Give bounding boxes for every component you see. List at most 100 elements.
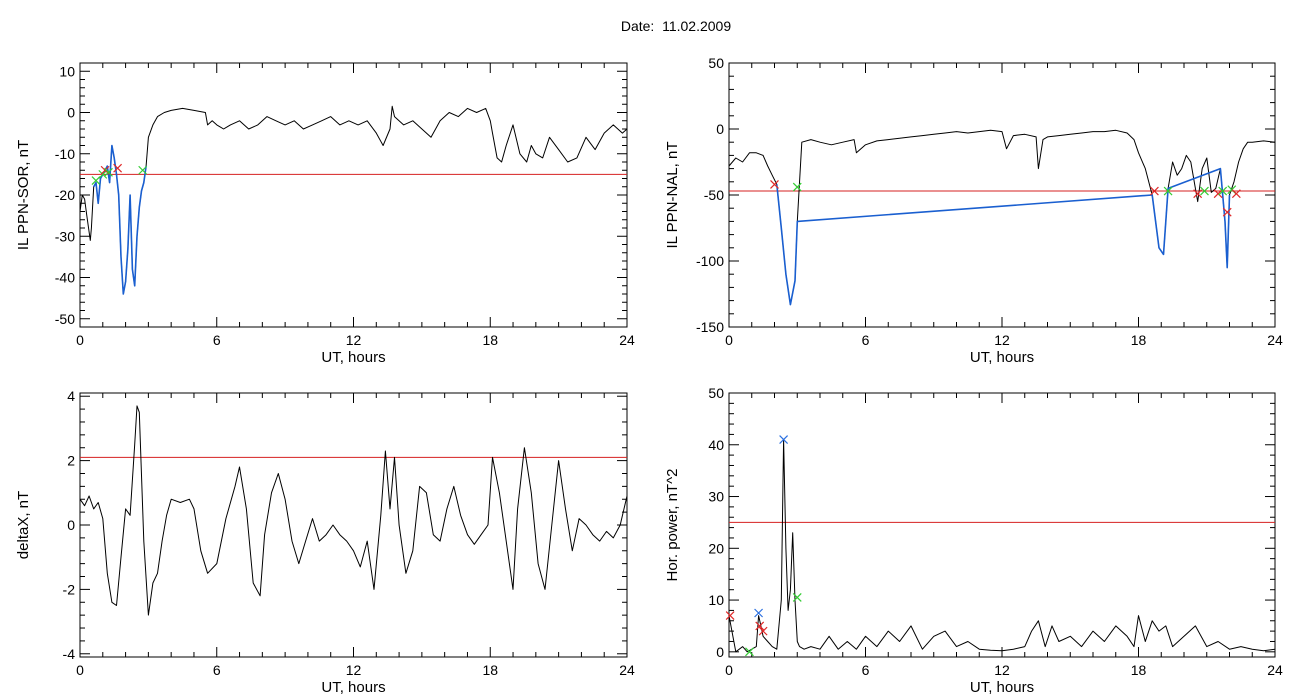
y-tick-label: 4 (67, 388, 75, 404)
x-axis-label: UT, hours (321, 349, 385, 366)
y-tick-label: 10 (708, 592, 724, 608)
marker-green (104, 167, 113, 177)
marker-stroke (754, 608, 763, 618)
marker-stroke (138, 165, 148, 175)
marker-red (113, 163, 123, 173)
y-tick-label: 50 (708, 385, 724, 401)
marker-stroke (725, 611, 735, 621)
page-title: Date: 11.02.2009 (620, 18, 732, 34)
x-tick-label: 18 (1131, 332, 1147, 348)
marker-green (792, 182, 802, 192)
plot-frame (79, 62, 628, 328)
marker-stroke (770, 180, 779, 189)
x-tick-label: 12 (346, 662, 362, 678)
x-tick-label: 12 (994, 332, 1010, 348)
y-axis-label: IL PPN-SOR, nT (15, 140, 32, 250)
marker-stroke (104, 167, 113, 177)
marker-stroke (1213, 189, 1223, 199)
x-axis-label: UT, hours (321, 679, 385, 696)
x-tick-label: 24 (1267, 332, 1283, 348)
marker-green (1163, 186, 1173, 196)
y-tick-label: 30 (708, 489, 724, 505)
series-line (79, 405, 628, 616)
y-tick-label: -50 (704, 187, 724, 203)
y-tick-label: 0 (716, 121, 724, 137)
x-tick-label: 24 (1267, 662, 1283, 678)
x-tick-label: 18 (1131, 662, 1147, 678)
highlight-series-line (92, 144, 147, 295)
y-tick-label: 10 (59, 63, 75, 79)
marker-stroke (1218, 186, 1228, 196)
y-tick-label: -10 (55, 146, 75, 162)
x-tick-label: 6 (213, 332, 221, 348)
series-line (728, 129, 1276, 306)
marker-stroke (1222, 207, 1232, 217)
x-tick-label: 12 (994, 662, 1010, 678)
marker-stroke (98, 169, 108, 179)
marker-stroke (1163, 186, 1173, 196)
y-tick-label: 0 (67, 517, 75, 533)
marker-red (758, 626, 768, 636)
marker-green (792, 593, 802, 602)
marker-red (770, 180, 779, 189)
x-tick-label: 24 (619, 332, 635, 348)
y-tick-label: -2 (63, 581, 76, 597)
y-tick-label: 2 (67, 453, 75, 469)
highlight-series-line (776, 167, 1231, 306)
x-axis-label: UT, hours (970, 349, 1034, 366)
marker-stroke (1200, 186, 1209, 196)
chart-panel-1: 0 6 12 18 24 -50 -40 -30 -20 -10 0 10 UT, hours IL PP… (15, 62, 635, 366)
y-tick-label: 0 (716, 644, 724, 660)
marker-green (98, 169, 108, 179)
marker-green (1200, 186, 1209, 196)
y-tick-label: -4 (63, 646, 76, 662)
y-tick-label: -50 (55, 311, 75, 327)
x-tick-label: 6 (862, 332, 870, 348)
chart-panel-4: 0 6 12 18 24 0 10 20 30 40 50 UT, hours Hor. power, … (664, 385, 1283, 696)
marker-stroke (1193, 189, 1203, 199)
marker-blue (779, 435, 789, 445)
x-tick-label: 0 (725, 332, 733, 348)
marker-blue (754, 608, 763, 618)
y-tick-label: -100 (696, 253, 724, 269)
x-tick-label: 0 (76, 332, 84, 348)
y-tick-label: -20 (55, 187, 75, 203)
y-tick-label: 40 (708, 437, 724, 453)
marker-stroke (1150, 186, 1159, 196)
x-axis-label: UT, hours (970, 679, 1034, 696)
y-tick-label: 20 (708, 540, 724, 556)
x-tick-label: 0 (76, 662, 84, 678)
marker-red (725, 611, 735, 621)
y-axis-label: deltaX, nT (15, 491, 32, 559)
x-tick-label: 18 (482, 662, 498, 678)
marker-red (755, 621, 765, 631)
marker-red (1150, 186, 1159, 196)
y-tick-label: -150 (696, 319, 724, 335)
marker-green (138, 165, 148, 175)
x-tick-label: 24 (619, 662, 635, 678)
marker-stroke (758, 626, 768, 636)
x-tick-label: 6 (213, 662, 221, 678)
marker-stroke (1231, 189, 1241, 199)
x-tick-label: 18 (482, 332, 498, 348)
marker-stroke (745, 647, 754, 657)
y-tick-label: -30 (55, 228, 75, 244)
marker-stroke (792, 182, 802, 192)
marker-stroke (755, 621, 765, 631)
plot-frame (728, 62, 1276, 328)
y-axis-label: IL PPN-NAL, nT (664, 142, 681, 249)
marker-stroke (1227, 185, 1237, 195)
y-tick-label: 0 (67, 105, 75, 121)
marker-red (1193, 189, 1203, 199)
x-tick-label: 0 (725, 662, 733, 678)
marker-green (1218, 186, 1228, 196)
marker-red (1213, 189, 1223, 199)
marker-red (1222, 207, 1232, 217)
series-line (728, 439, 1276, 653)
y-tick-label: -40 (55, 270, 75, 286)
marker-stroke (100, 165, 110, 175)
x-tick-label: 12 (346, 332, 362, 348)
x-tick-label: 6 (862, 662, 870, 678)
